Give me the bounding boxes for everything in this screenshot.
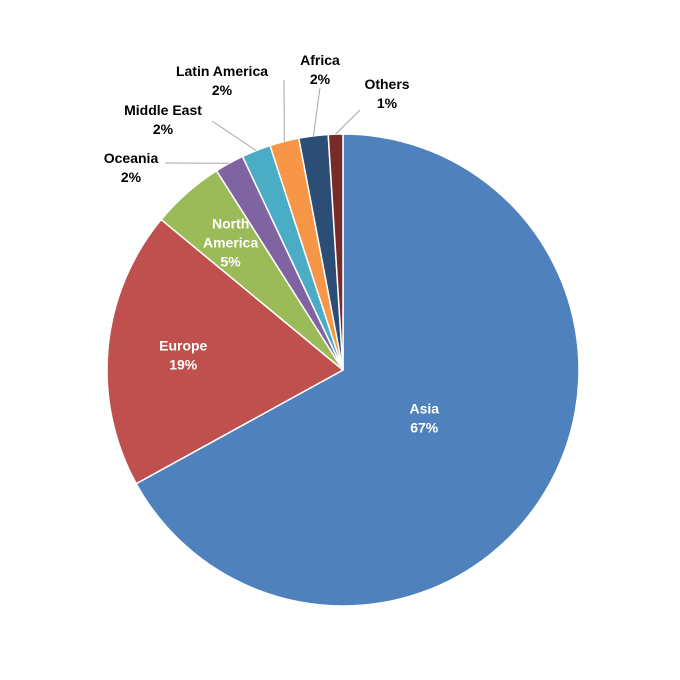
leader-lines	[164, 79, 361, 164]
slice-label-asia: Asia 67%	[409, 401, 439, 436]
leader-line-others	[335, 109, 361, 135]
slice-label-oceania: Oceania 2%	[104, 150, 159, 185]
leader-line-middle-east	[211, 120, 257, 151]
slice-label-north-america: North America 5%	[203, 216, 258, 270]
pie-slice-europe	[106, 218, 345, 485]
pie-slice-others	[327, 133, 344, 371]
pie-slices	[106, 133, 580, 607]
pie-slice-asia	[135, 133, 580, 607]
slice-labels: Asia 67% Europe 19% North America 5% Oceania 2% M…	[104, 52, 439, 436]
leader-line-africa	[312, 87, 321, 136]
slice-label-others: Others 1%	[364, 76, 409, 111]
slice-label-middle-east: Middle East 2%	[124, 102, 202, 137]
slice-label-africa: Africa 2%	[300, 52, 340, 87]
slice-label-europe: Europe 19%	[159, 337, 207, 372]
slice-label-latin-america: Latin America 2%	[176, 63, 268, 98]
